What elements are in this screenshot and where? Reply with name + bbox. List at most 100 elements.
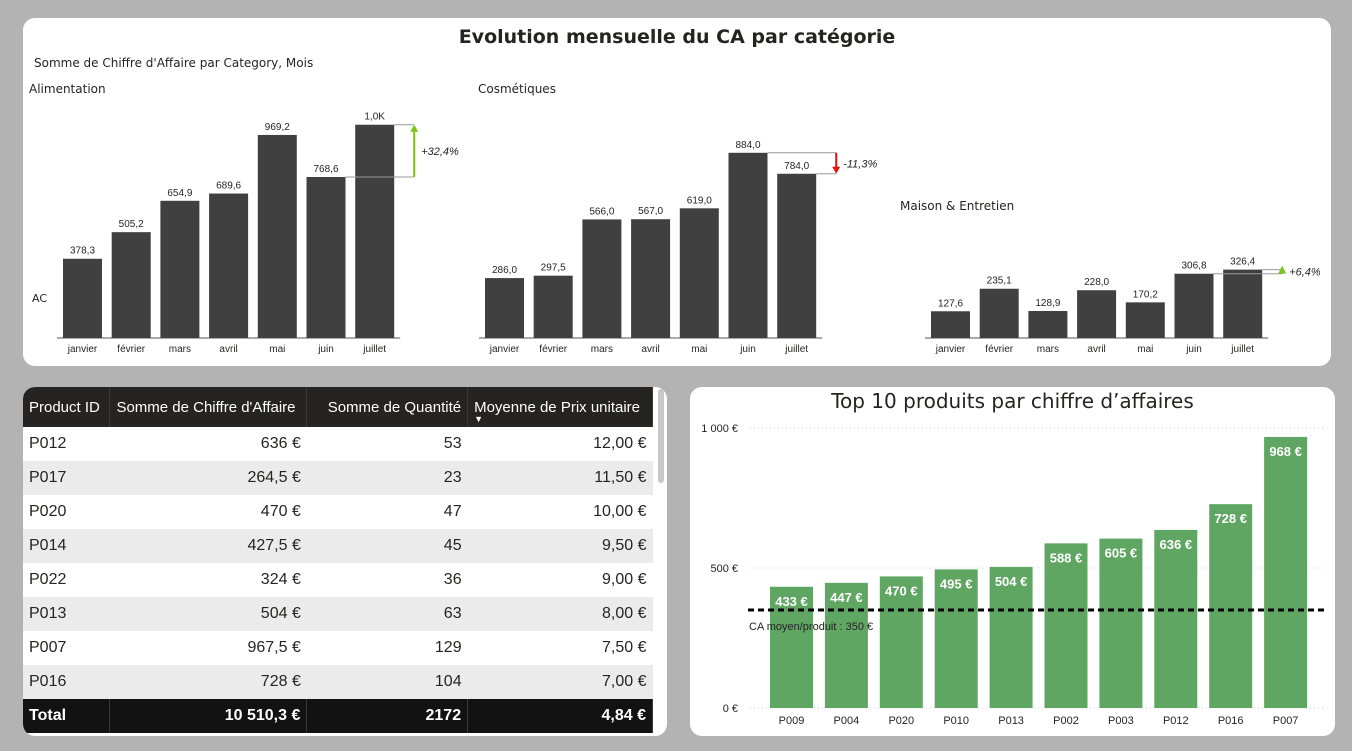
category-label: juin: [1185, 344, 1202, 355]
bar-juillet[interactable]: [777, 173, 817, 338]
variance-label: +32,4%: [421, 146, 459, 158]
dashboard-title: Evolution mensuelle du CA par catégorie: [458, 26, 896, 48]
product-table: Product ID Somme de Chiffre d'Affaire So…: [23, 387, 653, 733]
bar-juin[interactable]: [1174, 273, 1214, 338]
header-quantite[interactable]: Somme de Quantité: [306, 387, 469, 427]
bar-mai[interactable]: [257, 134, 297, 338]
variance-up-arrow-icon: [410, 124, 419, 132]
maison-entretien-chart[interactable]: Maison & Entretien 127,6 janvier 235,1 févr…: [900, 199, 1320, 362]
bar-P020[interactable]: [879, 576, 923, 708]
table-row[interactable]: P014 427,5 €45 9,50 €: [23, 529, 653, 563]
value-label: 127,6: [938, 298, 963, 309]
alimentation-svg: 378,3 janvier 505,2 février 654,9 mars 689,6 av…: [57, 112, 459, 355]
bar-janvier[interactable]: [931, 311, 970, 338]
value-label: 504 €: [995, 574, 1028, 589]
alimentation-title: Alimentation: [29, 82, 106, 96]
category-label: mai: [269, 344, 285, 355]
value-label: 969,2: [265, 122, 290, 133]
category-label: P007: [1273, 715, 1299, 727]
bar-P004[interactable]: [824, 582, 868, 708]
cell-prix-unitaire: 8,00 €: [467, 597, 653, 631]
cell-product-id: P020: [29, 503, 67, 520]
bar-P013[interactable]: [989, 566, 1033, 708]
header-prix-unitaire[interactable]: Moyenne de Prix unitaire ▼: [467, 387, 653, 427]
total-chiffre-affaire: 10 510,3 €: [109, 699, 308, 733]
bar-P010[interactable]: [934, 569, 978, 708]
bar-avril[interactable]: [631, 219, 671, 338]
bar-P009[interactable]: [770, 586, 813, 708]
table-row[interactable]: P007 967,5 € 129 7,50 €: [23, 631, 653, 665]
bar-mai[interactable]: [679, 208, 719, 338]
bar-février[interactable]: [533, 275, 573, 338]
table-scrollbar-track[interactable]: [655, 387, 665, 736]
table-row[interactable]: P012 636 € 53 12,00 €: [23, 427, 653, 461]
value-label: 884,0: [735, 140, 760, 151]
header-chiffre-affaire[interactable]: Somme de Chiffre d'Affaire: [109, 387, 308, 427]
value-label: 588 €: [1050, 550, 1083, 565]
header-prix-unitaire-label: Moyenne de Prix unitaire: [474, 398, 641, 416]
bar-avril[interactable]: [1077, 290, 1117, 338]
sort-descending-icon[interactable]: ▼: [474, 414, 484, 424]
cosmetiques-chart[interactable]: Cosmétiques 286,0 janvier 297,5 février 566,…: [478, 82, 918, 362]
alimentation-chart[interactable]: Alimentation 378,3 janvier 505,2 février 654…: [29, 82, 469, 362]
table-row[interactable]: P020 470 € 47 10,00 €: [23, 495, 653, 529]
table-row[interactable]: P017 264,5 €23 11,50 €: [23, 461, 653, 495]
bar-février[interactable]: [979, 288, 1019, 338]
bar-P016[interactable]: [1209, 504, 1253, 708]
table-row[interactable]: P022 324 € 36 9,00 €: [23, 563, 653, 597]
product-table-card: Product ID Somme de Chiffre d'Affaire So…: [23, 387, 667, 736]
bar-mars[interactable]: [160, 200, 200, 338]
value-label: 286,0: [492, 265, 517, 276]
total-label: Total: [23, 699, 111, 733]
value-label: 768,6: [313, 164, 338, 175]
cosmetiques-svg: 286,0 janvier 297,5 février 566,0 mars 567,0 av…: [479, 140, 877, 355]
category-label: janvier: [935, 344, 966, 355]
bar-avril[interactable]: [209, 193, 249, 338]
bar-juillet[interactable]: [1223, 269, 1263, 338]
bar-mars[interactable]: [1028, 310, 1068, 338]
bar-P012[interactable]: [1154, 529, 1198, 708]
total-quantite: 2172: [306, 699, 469, 733]
category-label: P009: [779, 715, 805, 727]
bar-P007[interactable]: [1264, 436, 1308, 708]
value-label: 619,0: [687, 195, 712, 206]
cell-chiffre-affaire: 504 €: [109, 597, 307, 631]
dashboard-subtitle: Somme de Chiffre d'Affaire par Category,…: [34, 56, 314, 70]
bar-juin[interactable]: [728, 152, 768, 338]
bar-mars[interactable]: [582, 219, 622, 338]
cell-quantite: 47: [443, 503, 462, 520]
top-products-svg: 0 € 500 € 1 000 € 433 € P009 447 € P004 470 € P0…: [701, 423, 1326, 727]
cell-quantite: 36: [443, 571, 462, 588]
variance-down-arrow-icon: [832, 166, 841, 174]
bar-mai[interactable]: [1125, 302, 1165, 338]
table-row[interactable]: P016 728 €104 7,00 €: [23, 665, 653, 699]
value-label: 433 €: [775, 594, 808, 609]
value-label: 728 €: [1214, 511, 1247, 526]
header-product-id[interactable]: Product ID: [23, 387, 111, 427]
value-label: 306,8: [1181, 261, 1206, 272]
bar-juillet[interactable]: [355, 124, 395, 338]
cell-product-id: P013: [23, 597, 110, 631]
cell-product-id: P012: [29, 435, 67, 452]
value-label: 170,2: [1133, 289, 1158, 300]
bar-janvier[interactable]: [485, 278, 524, 338]
category-label: mars: [591, 344, 613, 355]
bar-juin[interactable]: [306, 176, 346, 338]
bar-P002[interactable]: [1044, 543, 1088, 708]
value-label: 470 €: [885, 583, 918, 598]
table-scrollbar-thumb[interactable]: [658, 389, 664, 483]
bar-février[interactable]: [111, 232, 151, 338]
table-row[interactable]: P013 504 €63 8,00 €: [23, 597, 653, 631]
category-label: P020: [888, 715, 914, 727]
category-label: mars: [1037, 344, 1059, 355]
bar-P003[interactable]: [1099, 538, 1143, 708]
value-label: 128,9: [1035, 298, 1060, 309]
category-label: mai: [691, 344, 707, 355]
cell-chiffre-affaire: 967,5 €: [247, 639, 301, 656]
cell-prix-unitaire: 12,00 €: [593, 435, 647, 452]
cell-chiffre-affaire: 264,5 €: [109, 461, 307, 495]
bar-janvier[interactable]: [63, 258, 102, 338]
cell-prix-unitaire: 7,50 €: [602, 639, 647, 656]
value-label: 784,0: [784, 161, 809, 172]
value-label: 566,0: [589, 206, 614, 217]
